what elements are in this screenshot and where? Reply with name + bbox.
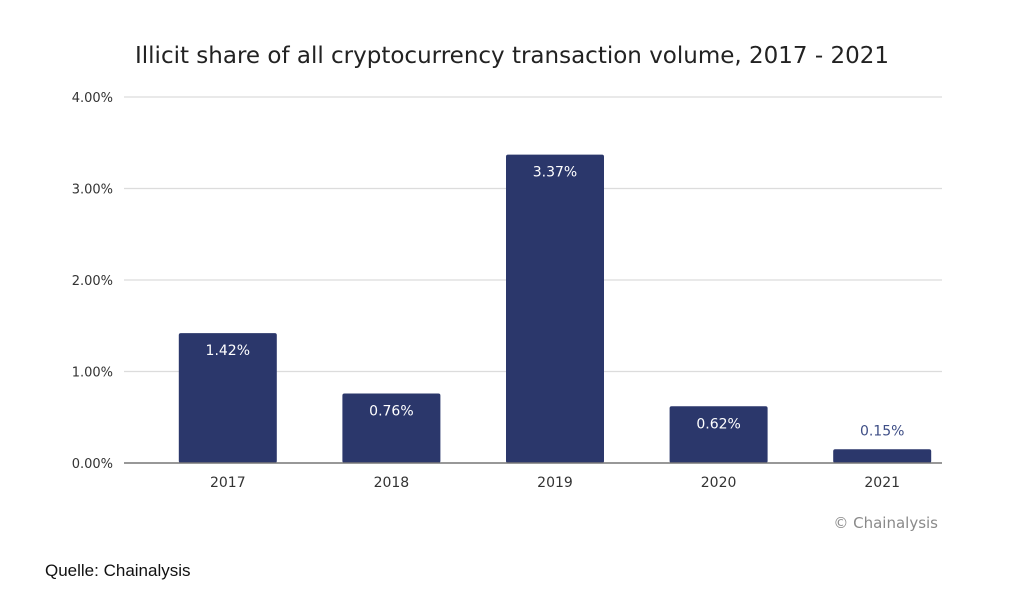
chart-title: Illicit share of all cryptocurrency tran… xyxy=(135,43,889,69)
bar-2020 xyxy=(669,406,768,463)
x-tick-label: 2020 xyxy=(701,475,737,491)
source-caption: Quelle: Chainalysis xyxy=(45,561,191,580)
y-tick-label: 4.00% xyxy=(72,91,113,106)
data-label: 0.15% xyxy=(860,423,904,439)
data-label: 0.76% xyxy=(369,403,413,419)
x-tick-label: 2019 xyxy=(537,475,573,491)
x-tick-label: 2018 xyxy=(374,475,410,491)
data-label: 0.62% xyxy=(696,416,740,432)
chart-credit: © Chainalysis xyxy=(833,514,938,532)
bar-2017 xyxy=(178,333,277,463)
bar-2018 xyxy=(342,393,441,463)
x-tick-label: 2017 xyxy=(210,475,246,491)
y-tick-label: 2.00% xyxy=(72,274,113,289)
data-label: 1.42% xyxy=(206,343,250,359)
data-label: 3.37% xyxy=(533,165,577,181)
y-tick-label: 1.00% xyxy=(72,366,113,381)
x-tick-label: 2021 xyxy=(864,475,900,491)
y-tick-label: 0.00% xyxy=(72,457,113,472)
bar-2019 xyxy=(506,154,604,463)
y-tick-label: 3.00% xyxy=(72,183,113,198)
bar-2021 xyxy=(833,449,932,463)
